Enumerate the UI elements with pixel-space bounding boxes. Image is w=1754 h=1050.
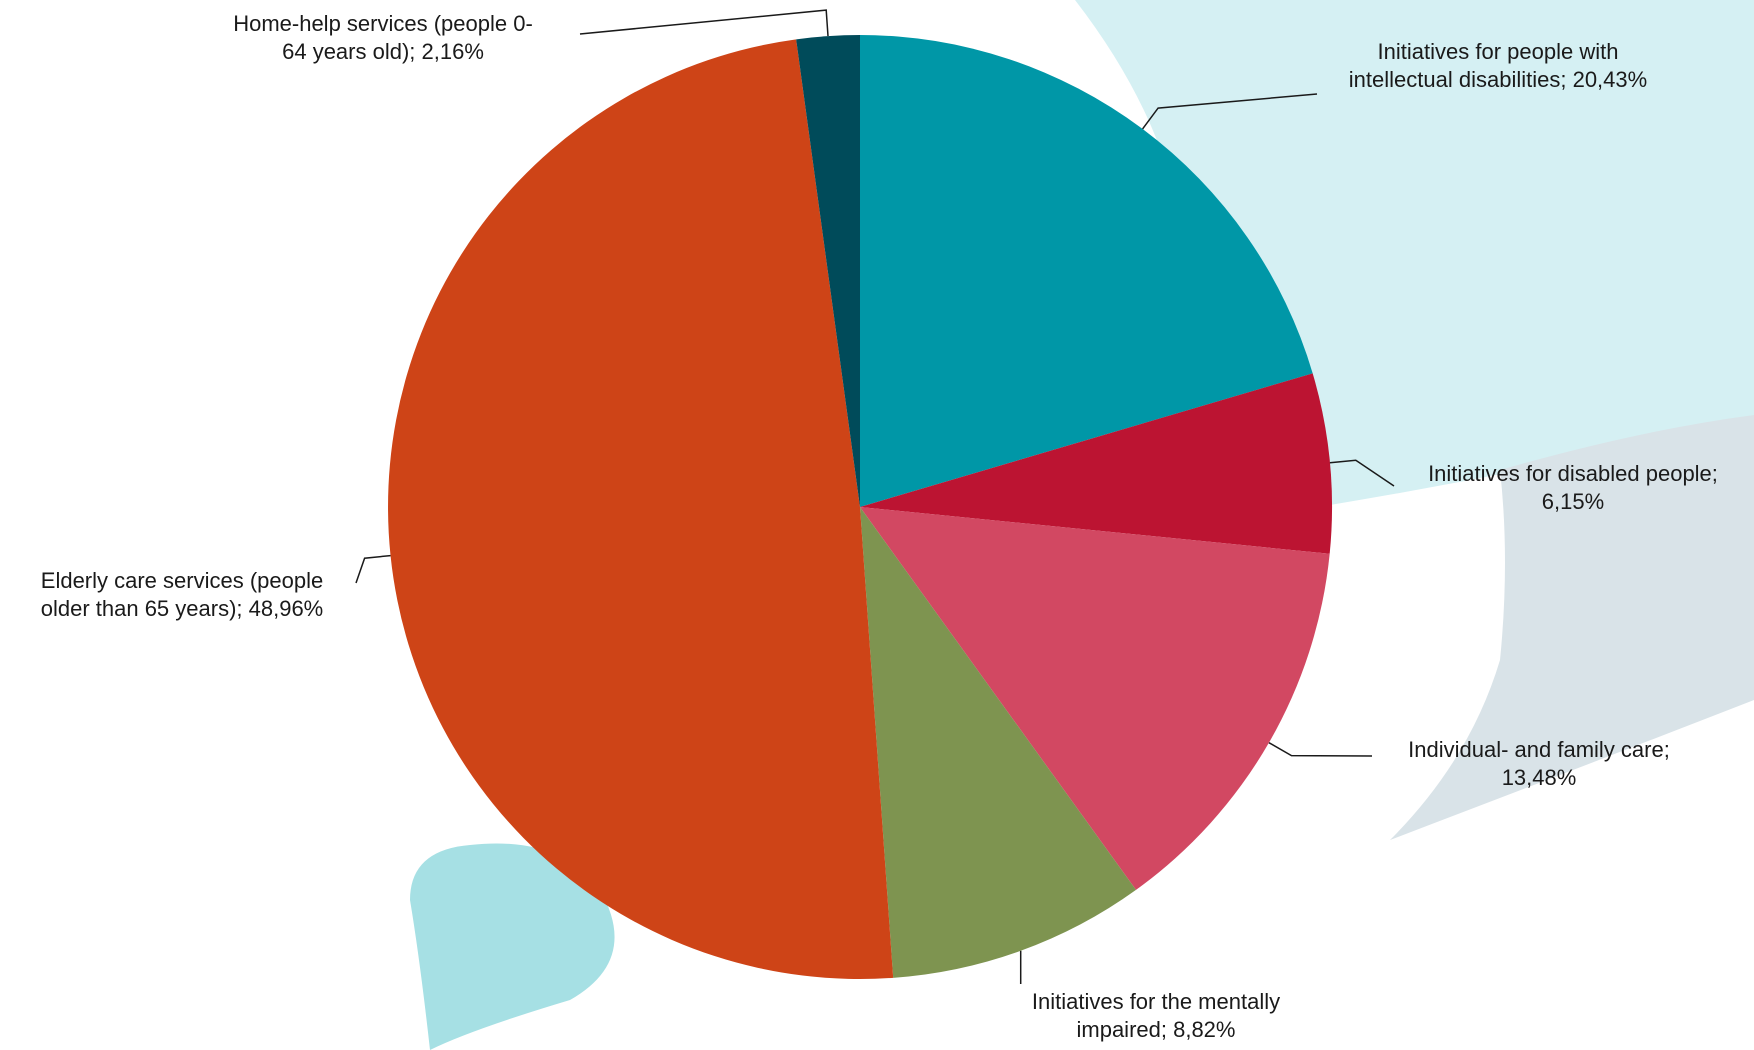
data-label-line: Initiatives for disabled people; — [1428, 461, 1718, 486]
data-label-line: Individual- and family care; — [1408, 737, 1670, 762]
pie-slice — [388, 39, 894, 979]
speech-bubble-teal — [410, 843, 615, 1050]
data-label: Home-help services (people 0- 64 years ol… — [208, 10, 558, 66]
data-label-line: 13,48% — [1501, 765, 1577, 790]
leader-line — [1329, 459, 1395, 487]
speech-bubble-gray — [1390, 415, 1754, 840]
data-label-line: 64 years old); 2,16% — [282, 39, 484, 64]
data-label-line: impaired; 8,82% — [1076, 1017, 1236, 1042]
pie-slice — [860, 507, 1136, 978]
data-label-line: Elderly care services (people — [40, 568, 324, 593]
leader-line — [579, 9, 829, 37]
data-label-line: older than 65 years); 48,96% — [40, 596, 324, 621]
leader-line — [1268, 742, 1373, 757]
data-label: Initiatives for disabled people; 6,15% — [1396, 460, 1750, 516]
data-label-line: intellectual disabilities; 20,43% — [1348, 67, 1648, 92]
data-label-line: Initiatives for the mentally — [1031, 989, 1281, 1014]
data-label: Initiatives for people with intellectual … — [1318, 38, 1678, 94]
leader-line — [355, 554, 391, 584]
data-label: Initiatives for the mentally impaired; 8,… — [1010, 988, 1302, 1044]
data-label: Individual- and family care; 13,48% — [1374, 736, 1704, 792]
pie-slice — [860, 35, 1313, 507]
pie-slice — [860, 373, 1333, 554]
data-label-line: Initiatives for people with — [1377, 39, 1619, 64]
data-label-line: Home-help services (people 0- — [233, 11, 533, 36]
leader-line — [1141, 93, 1318, 130]
leader-lines — [355, 9, 1395, 984]
pie-slice — [796, 35, 860, 507]
pie-slices — [388, 35, 1333, 979]
data-label-line: 6,15% — [1541, 489, 1605, 514]
data-label: Elderly care services (people older than … — [10, 567, 354, 623]
pie-slice — [860, 507, 1330, 890]
